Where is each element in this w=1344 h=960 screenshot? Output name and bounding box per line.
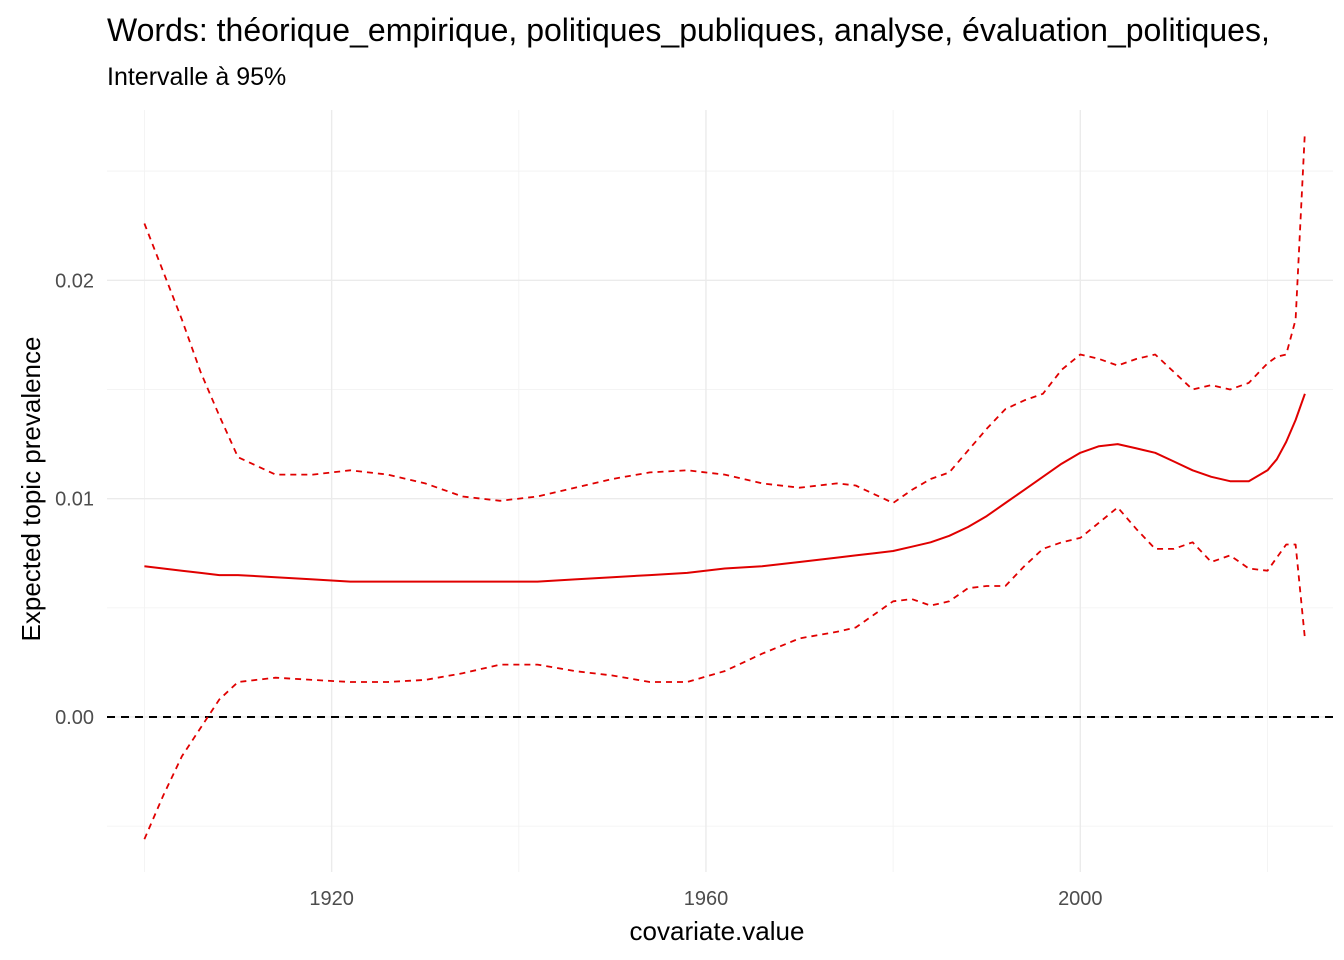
chart-subtitle: Intervalle à 95% [107,63,286,91]
minor-gridlines [107,110,1333,872]
series-line-estimate [144,393,1306,583]
major-gridlines [107,110,1333,872]
y-tick-label: 0.01 [55,489,94,511]
y-axis-title: Expected topic prevalence [16,337,46,642]
x-axis-title: covariate.value [630,916,805,946]
tick-labels: 1920 1960 2000 0.00 0.01 0.02 [55,270,1103,910]
x-tick-label: 1920 [309,888,354,910]
series-line-lower [143,506,1306,840]
y-tick-label: 0.02 [55,270,94,292]
x-tick-label: 1960 [684,888,729,910]
series-line-upper [143,131,1306,504]
x-tick-label: 2000 [1058,888,1103,910]
y-tick-label: 0.00 [55,707,94,729]
chart-title: Words: théorique_empirique, politiques_p… [107,12,1270,48]
series-layer [143,131,1306,840]
